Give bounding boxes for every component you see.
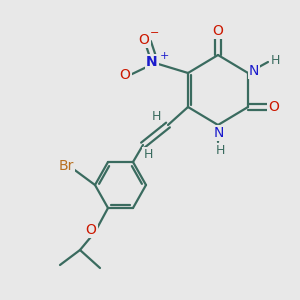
Text: O: O [85, 223, 96, 237]
Text: +: + [159, 51, 169, 61]
Text: N: N [146, 55, 158, 69]
Text: H: H [143, 148, 153, 160]
Text: H: H [270, 53, 280, 67]
Text: N: N [249, 64, 259, 78]
Text: H: H [151, 110, 161, 124]
Text: Br: Br [58, 159, 74, 173]
Text: O: O [213, 24, 224, 38]
Text: O: O [268, 100, 279, 114]
Text: O: O [120, 68, 130, 82]
Text: H: H [215, 143, 225, 157]
Text: O: O [139, 33, 149, 47]
Text: −: − [150, 28, 160, 38]
Text: N: N [214, 126, 224, 140]
